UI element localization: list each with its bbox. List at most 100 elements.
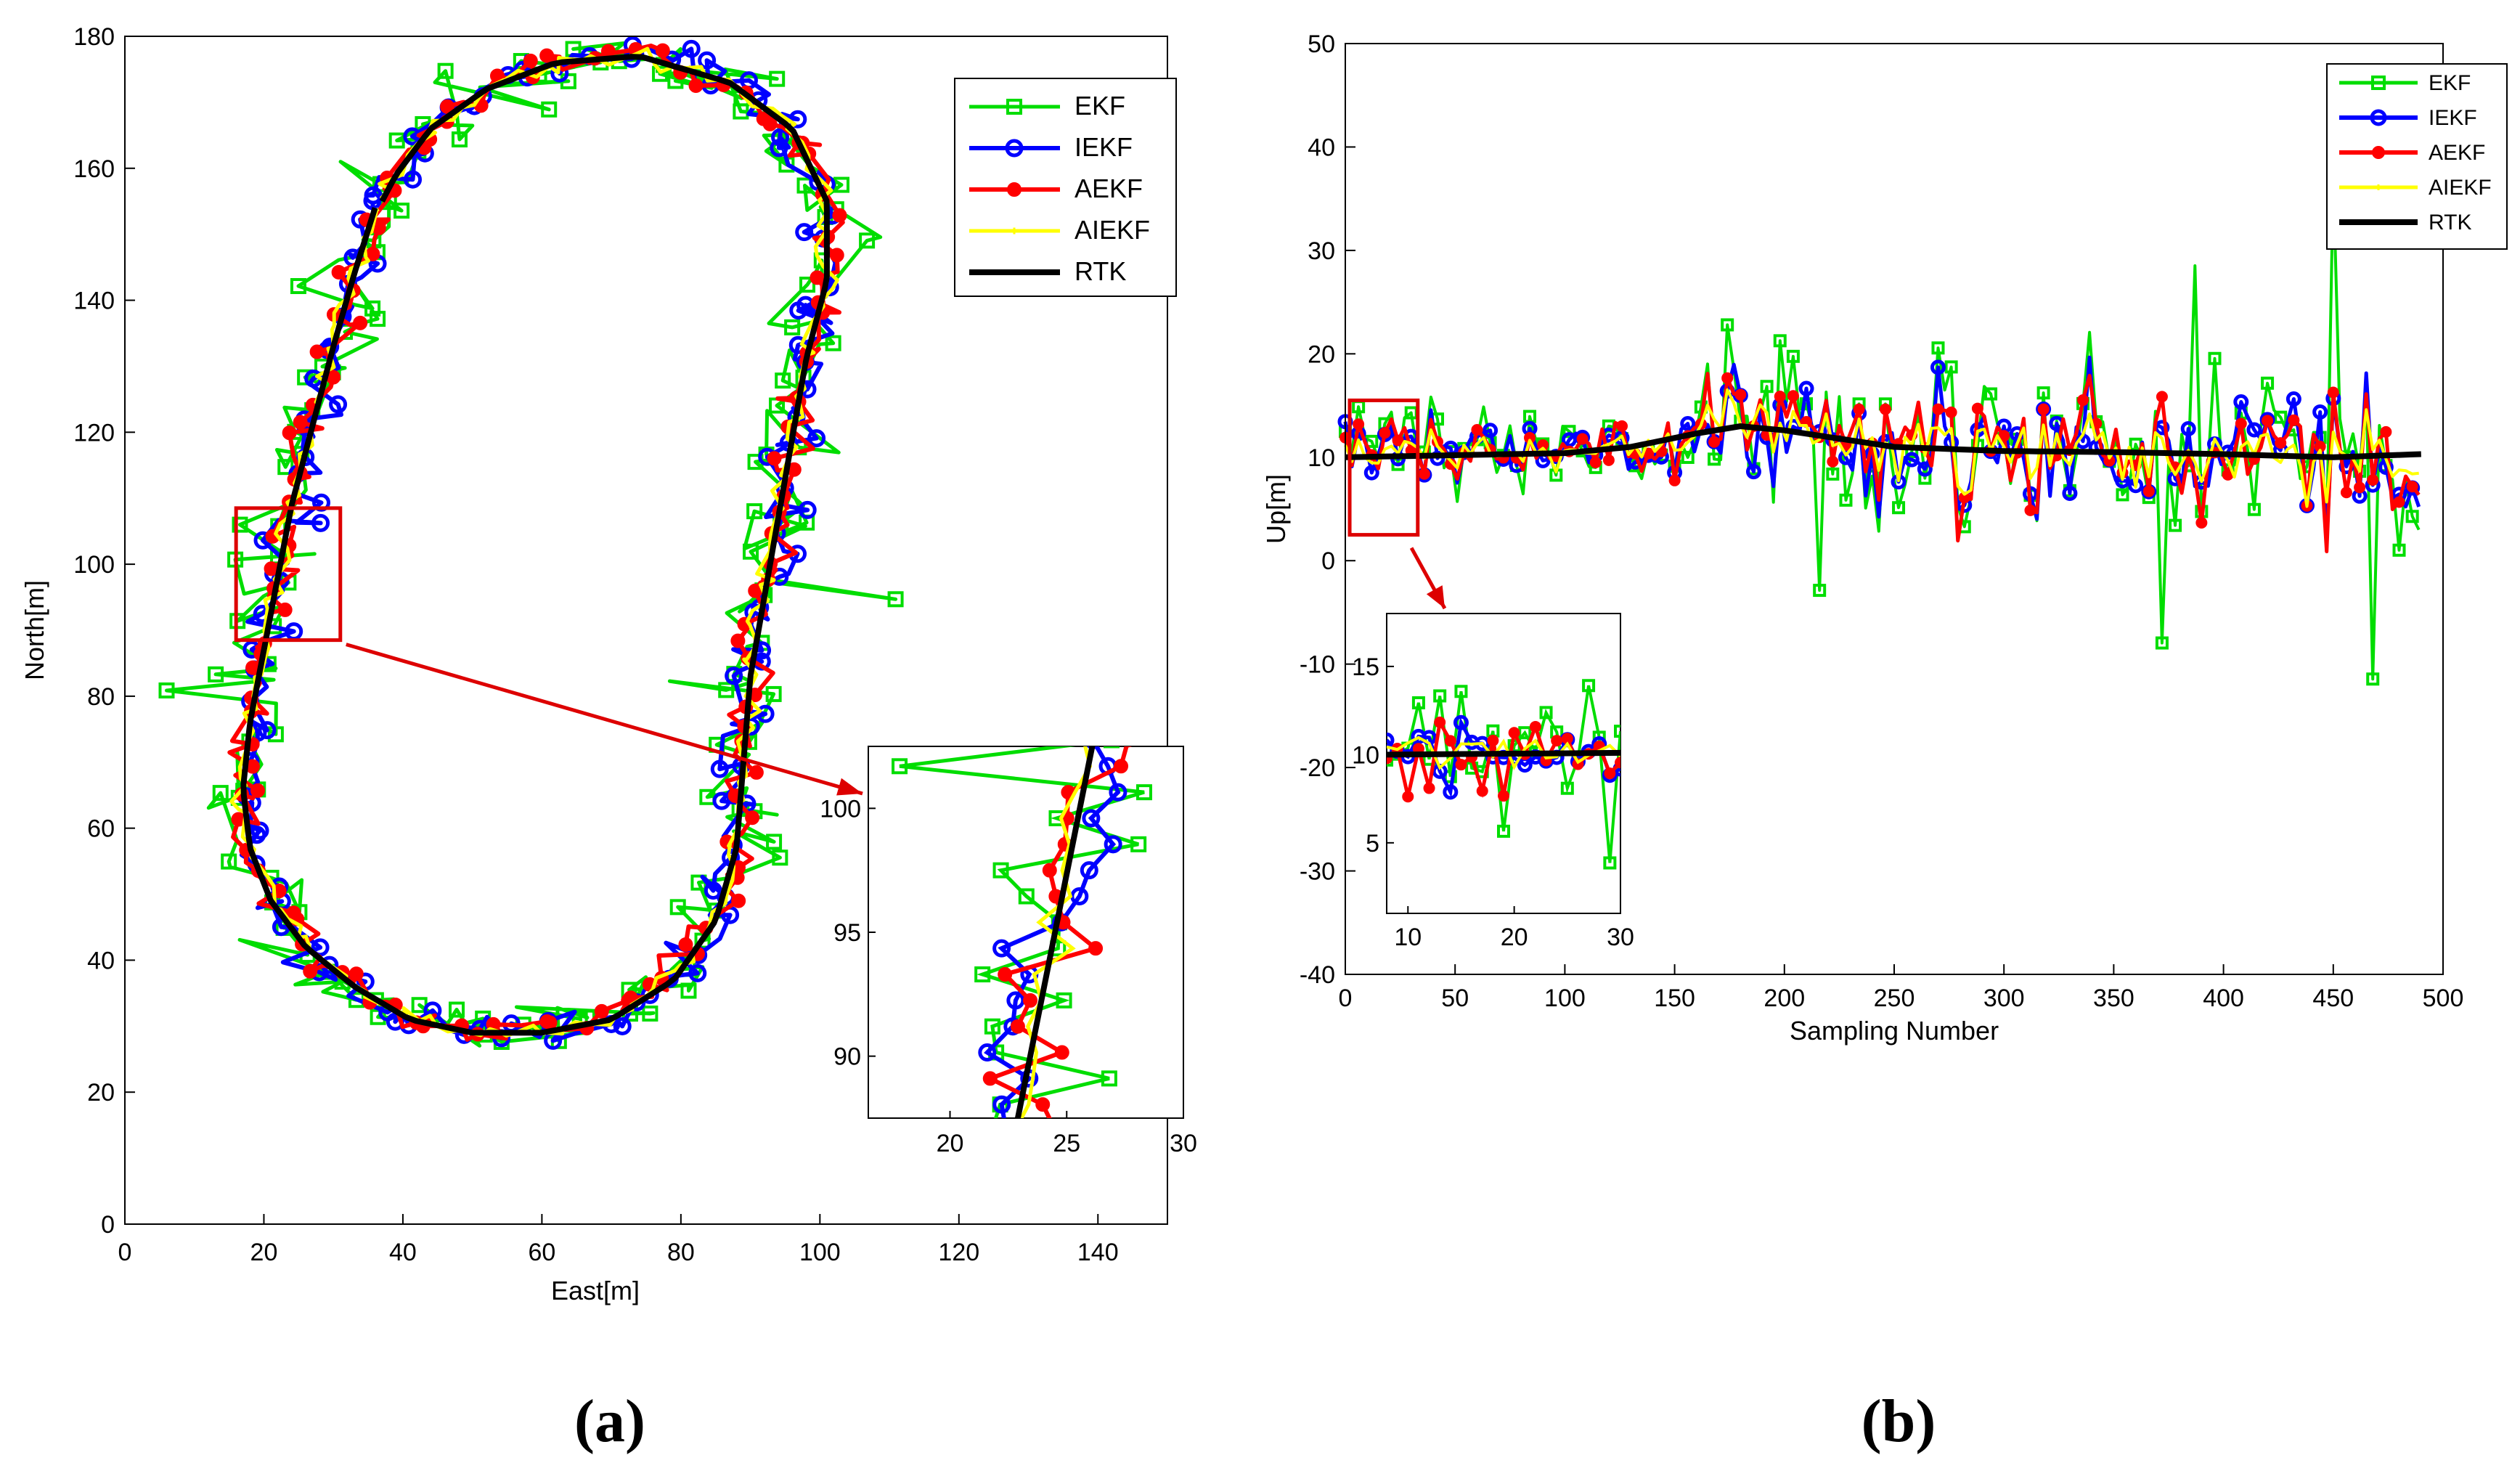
point-a-aekf-6 [331, 264, 346, 280]
legend-a-marker-iekf [1005, 139, 1024, 158]
point-a-aekf-22 [282, 425, 297, 441]
point-a-ekf-146 [743, 543, 759, 560]
y-tick-label-a-4: 80 [87, 683, 115, 711]
x-tick-label-b-2: 100 [1544, 985, 1586, 1012]
x-tick-label-a-3: 60 [528, 1239, 555, 1266]
panel-b: 0 50 100 150 200 250 300 350 400 450 500-40-30-20-… [1261, 30, 2508, 1046]
legend-a-label-iekf: IEKF [1075, 132, 1133, 162]
inset-a-point-ekf-6 [974, 966, 991, 983]
point-b-ekf-92 [1944, 360, 1958, 374]
inset-a-iekf-line [984, 746, 1121, 1118]
point-b-iekf-52 [1680, 415, 1696, 431]
point-a-ekf-196 [652, 65, 669, 82]
point-b-aekf-104 [2024, 504, 2036, 516]
inset-b-point-ekf-3 [1411, 696, 1425, 709]
inset-b-point-aekf-7 [1455, 759, 1467, 771]
point-a-aekf-178 [832, 208, 847, 223]
inset-b-x-tick-label-2: 30 [1607, 924, 1634, 951]
inset-a-point-ekf-11 [1130, 836, 1147, 852]
inset-a-point-ekf-2 [1101, 1070, 1117, 1087]
point-a-ekf-6 [290, 278, 306, 295]
point-a-aekf-174 [829, 248, 844, 263]
legend-b-label-iekf: IEKF [2429, 106, 2477, 130]
legend-b-label-rtk: RTK [2429, 211, 2471, 235]
x-tick-label-b-7: 350 [2093, 985, 2134, 1012]
y-tick-label-a-5: 100 [73, 551, 115, 579]
point-b-iekf-86 [1904, 452, 1920, 468]
inset-b-point-aekf-10 [1487, 734, 1499, 746]
caption-a: (a) [574, 1387, 645, 1455]
point-b-aekf-40 [1602, 454, 1615, 466]
point-a-ekf-192 [769, 70, 786, 87]
point-a-ekf-46 [158, 682, 175, 698]
point-a-iekf-188 [788, 110, 807, 129]
point-a-iekf-128 [710, 759, 729, 778]
point-a-aekf-20 [293, 415, 308, 430]
point-a-aekf-110 [678, 937, 693, 953]
point-b-aekf-154 [2354, 481, 2366, 494]
point-a-ekf-148 [746, 503, 763, 520]
point-a-aekf-122 [745, 810, 760, 826]
point-b-ekf-68 [1786, 349, 1800, 363]
point-a-iekf-194 [698, 51, 717, 70]
series-a-iekf-line [239, 43, 838, 1043]
point-b-aekf-136 [2235, 417, 2247, 430]
inset-b-y-tick-label-0: 5 [1366, 830, 1379, 857]
series-b-rtk-line [1345, 423, 2421, 460]
point-b-ekf-106 [2036, 386, 2050, 400]
panel-a: 0 20 40 60 80 100 120 140 0 20 40 60 80 100 120 140 160 1… [20, 23, 1197, 1305]
x-tick-label-b-3: 150 [1654, 985, 1695, 1012]
panel-a-ylabel: North[m] [20, 580, 49, 680]
inset-b-y-tick-label-1: 10 [1352, 741, 1379, 769]
y-tick-label-b-0: -40 [1300, 961, 1335, 989]
inset-a-point-aekf-2 [982, 1071, 998, 1086]
inset-b-aiekf-line [1387, 735, 1620, 771]
legend-a-label-aekf: AEKF [1075, 174, 1143, 203]
point-b-iekf-34 [1561, 432, 1577, 448]
panel-a-ticks: 0 20 40 60 80 100 120 140 0 20 40 60 80 100 120 140 160 1… [73, 23, 1118, 1266]
point-b-aekf-8 [1392, 434, 1404, 447]
legend-a-marker-aiekf [1008, 227, 1021, 235]
point-a-aekf-12 [353, 315, 368, 330]
point-b-aekf-78 [1853, 403, 1865, 415]
inset-a-point-ekf-15 [1103, 746, 1120, 749]
x-tick-label-b-10: 500 [2423, 985, 2464, 1012]
x-tick-label-b-4: 200 [1763, 985, 1805, 1012]
point-a-ekf-144 [887, 591, 904, 608]
x-tick-label-a-4: 80 [667, 1239, 695, 1266]
point-b-aekf-92 [1945, 406, 1957, 418]
x-tick-label-b-1: 50 [1441, 985, 1469, 1012]
point-a-ekf-228 [394, 203, 410, 219]
point-a-ekf-166 [825, 335, 841, 351]
inset-a-point-aekf-10 [1042, 863, 1057, 878]
point-a-iekf-70 [311, 938, 330, 957]
x-tick-label-a-6: 120 [938, 1239, 979, 1266]
inset-a-point-aekf-4 [1010, 1019, 1025, 1034]
point-b-aekf-12 [1418, 468, 1430, 480]
inset-b-point-aekf-11 [1498, 790, 1509, 802]
point-b-aekf-158 [2380, 425, 2392, 438]
point-b-aekf-56 [1708, 436, 1721, 448]
point-b-ekf-98 [1984, 387, 1998, 401]
inset-a-point-iekf-1 [992, 1095, 1011, 1114]
y-tick-label-b-3: -10 [1300, 651, 1335, 679]
point-a-ekf-134 [718, 682, 735, 698]
panel-a-inset: 20 25 30 90 95 100 [820, 746, 1197, 1157]
y-tick-label-a-2: 40 [87, 947, 115, 974]
point-b-ekf-156 [2366, 672, 2380, 686]
point-a-ekf-100 [642, 1005, 658, 1022]
legend-b-label-aekf: AEKF [2429, 141, 2485, 165]
point-b-ekf-118 [2116, 488, 2129, 502]
point-b-iekf-102 [2009, 425, 2025, 441]
x-tick-label-b-5: 250 [1874, 985, 1915, 1012]
point-a-ekf-84 [448, 1001, 465, 1018]
point-a-ekf-218 [451, 131, 468, 148]
point-a-aekf-172 [810, 270, 825, 285]
point-a-aekf-126 [749, 765, 764, 780]
point-b-iekf-90 [1930, 359, 1946, 375]
inset-a-point-aekf-14 [1114, 759, 1129, 774]
inset-b-y-tick-label-2: 15 [1352, 653, 1379, 681]
point-b-iekf-70 [1798, 380, 1814, 396]
zoom-arrowhead-b [1426, 585, 1445, 608]
